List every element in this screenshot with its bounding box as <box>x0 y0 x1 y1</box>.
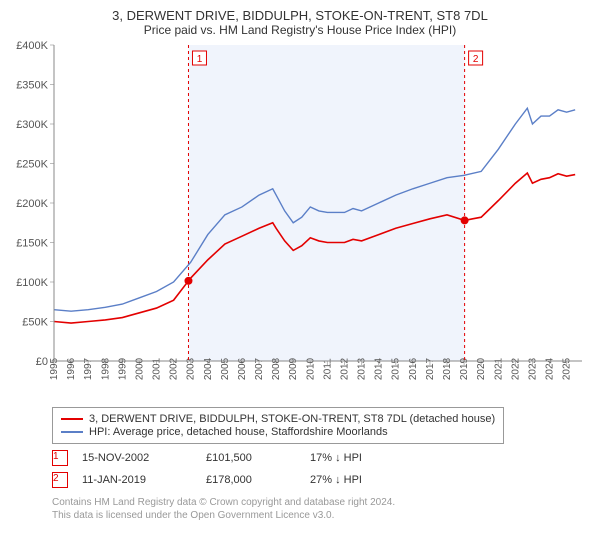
sale-price: £178,000 <box>206 474 296 486</box>
svg-text:£300K: £300K <box>16 119 48 131</box>
legend: 3, DERWENT DRIVE, BIDDULPH, STOKE-ON-TRE… <box>52 407 504 444</box>
svg-text:£200K: £200K <box>16 198 48 210</box>
sale-date: 11-JAN-2019 <box>82 474 192 486</box>
sales-annotations: 1 15-NOV-2002 £101,500 17% ↓ HPI 2 11-JAN-201… <box>12 450 588 488</box>
plot-area: £0 £50K £100K £150K £200K £250K £300K £350K £400… <box>12 41 588 401</box>
legend-swatch <box>61 418 83 420</box>
sale-date: 15-NOV-2002 <box>82 452 192 464</box>
sale-index-box: 1 <box>52 450 68 466</box>
legend-row: 3, DERWENT DRIVE, BIDDULPH, STOKE-ON-TRE… <box>61 413 495 425</box>
line-chart-svg: £0 £50K £100K £150K £200K £250K £300K £350K £400… <box>12 41 588 401</box>
sale-row: 2 11-JAN-2019 £178,000 27% ↓ HPI <box>52 472 588 488</box>
sale-diff: 27% ↓ HPI <box>310 474 420 486</box>
sale-index-box: 2 <box>52 472 68 488</box>
svg-text:£250K: £250K <box>16 159 48 171</box>
legend-label: HPI: Average price, detached house, Staf… <box>89 426 388 438</box>
svg-text:1: 1 <box>197 54 203 65</box>
svg-text:£400K: £400K <box>16 41 48 52</box>
chart-title: 3, DERWENT DRIVE, BIDDULPH, STOKE-ON-TRE… <box>12 8 588 23</box>
sale-price: £101,500 <box>206 452 296 464</box>
footer-line2: This data is licensed under the Open Gov… <box>52 509 588 522</box>
chart-container: 3, DERWENT DRIVE, BIDDULPH, STOKE-ON-TRE… <box>0 0 600 560</box>
svg-text:£50K: £50K <box>22 317 48 329</box>
legend-swatch <box>61 431 83 433</box>
chart-subtitle: Price paid vs. HM Land Registry's House … <box>12 23 588 37</box>
svg-text:£150K: £150K <box>16 238 48 250</box>
svg-text:2: 2 <box>473 54 479 65</box>
legend-row: HPI: Average price, detached house, Staf… <box>61 426 495 438</box>
sale-row: 1 15-NOV-2002 £101,500 17% ↓ HPI <box>52 450 588 466</box>
sale-diff: 17% ↓ HPI <box>310 452 420 464</box>
legend-label: 3, DERWENT DRIVE, BIDDULPH, STOKE-ON-TRE… <box>89 413 495 425</box>
svg-text:£0: £0 <box>36 356 48 368</box>
svg-text:£100K: £100K <box>16 277 48 289</box>
svg-text:£350K: £350K <box>16 80 48 92</box>
footer-attribution: Contains HM Land Registry data © Crown c… <box>52 496 588 522</box>
footer-line1: Contains HM Land Registry data © Crown c… <box>52 496 588 509</box>
